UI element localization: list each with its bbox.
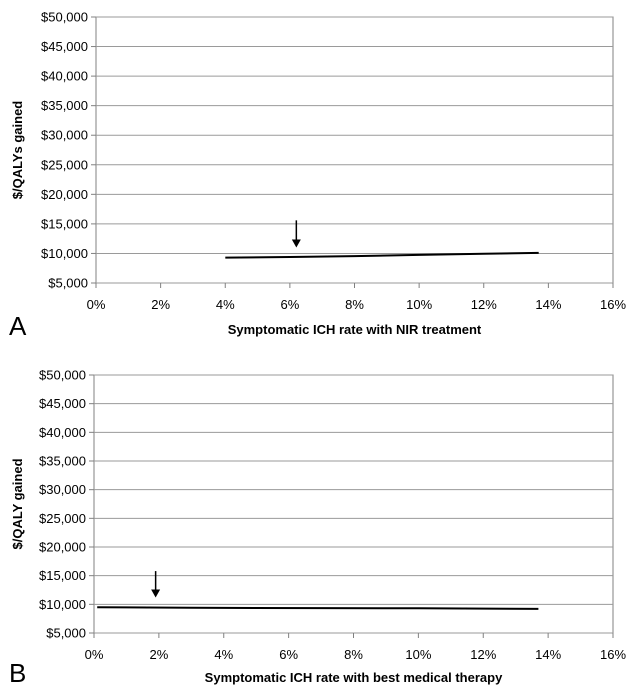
panel-a-x-tick-label: 2% — [151, 297, 170, 312]
panel-a-y-tick-label: $35,000 — [41, 98, 88, 113]
panel-b-y-tick-label: $25,000 — [39, 511, 86, 526]
panel-b-x-tick-label: 2% — [149, 647, 168, 662]
panel-b-plot-area — [93, 374, 614, 634]
panel-b-x-tick-label: 6% — [279, 647, 298, 662]
panel-a-y-axis-title: $/QALYs gained — [10, 101, 25, 200]
panel-a-x-tick-label: 14% — [535, 297, 561, 312]
panel-a-x-tick-label: 16% — [600, 297, 626, 312]
panel-b-x-tick-label: 12% — [470, 647, 496, 662]
panel-b-y-tick-label: $10,000 — [39, 597, 86, 612]
panel-b-x-tick-label: 10% — [405, 647, 431, 662]
panel-a-y-tick-label: $20,000 — [41, 187, 88, 202]
panel-a-y-tick-label: $25,000 — [41, 157, 88, 172]
panel-a-y-tick-label: $5,000 — [48, 276, 88, 291]
panel-b-y-tick-label: $15,000 — [39, 568, 86, 583]
panel-a-x-tick-label: 4% — [216, 297, 235, 312]
panel-b-x-tick-label: 14% — [535, 647, 561, 662]
panel-b-x-tick-label: 8% — [344, 647, 363, 662]
panel-b-x-tick-label: 16% — [600, 647, 626, 662]
panel-b-y-tick-label: $45,000 — [39, 396, 86, 411]
panel-a-arrow-head — [291, 239, 301, 248]
panel-b-y-tick-label: $40,000 — [39, 425, 86, 440]
panel-b-y-tick-label: $35,000 — [39, 454, 86, 469]
panel-a-y-tick-label: $10,000 — [41, 246, 88, 261]
panel-a-y-tick-label: $45,000 — [41, 39, 88, 54]
panel-b-y-tick-label: $20,000 — [39, 540, 86, 555]
panel-b-y-tick-label: $30,000 — [39, 482, 86, 497]
panel-b-x-tick-label: 0% — [85, 647, 104, 662]
panel-a-y-tick-label: $40,000 — [41, 69, 88, 84]
panel-a-plot-area — [95, 16, 614, 284]
panel-a-x-tick-label: 0% — [87, 297, 106, 312]
panel-b-x-tick-label: 4% — [214, 647, 233, 662]
panel-a-x-axis-title: Symptomatic ICH rate with NIR treatment — [228, 322, 482, 337]
panel-a-label: A — [9, 311, 27, 341]
panel-a-series-line — [225, 251, 539, 259]
panel-a-y-tick-label: $30,000 — [41, 128, 88, 143]
panel-a-x-tick-label: 8% — [345, 297, 364, 312]
panel-b-series-line — [97, 606, 539, 610]
panel-b-x-axis-title: Symptomatic ICH rate with best medical t… — [205, 670, 503, 685]
panel-b-y-tick-label: $50,000 — [39, 368, 86, 383]
panel-b-y-tick-label: $5,000 — [46, 626, 86, 641]
panel-a-y-tick-label: $50,000 — [41, 10, 88, 25]
panel-a-x-tick-label: 10% — [406, 297, 432, 312]
panel-a-y-tick-label: $15,000 — [41, 216, 88, 231]
panel-a-x-tick-label: 6% — [280, 297, 299, 312]
panel-a-x-tick-label: 12% — [471, 297, 497, 312]
panel-b-y-axis-title: $/QALY gained — [10, 458, 25, 549]
panel-b-arrow-head — [151, 589, 161, 598]
panel-b-label: B — [9, 658, 26, 686]
